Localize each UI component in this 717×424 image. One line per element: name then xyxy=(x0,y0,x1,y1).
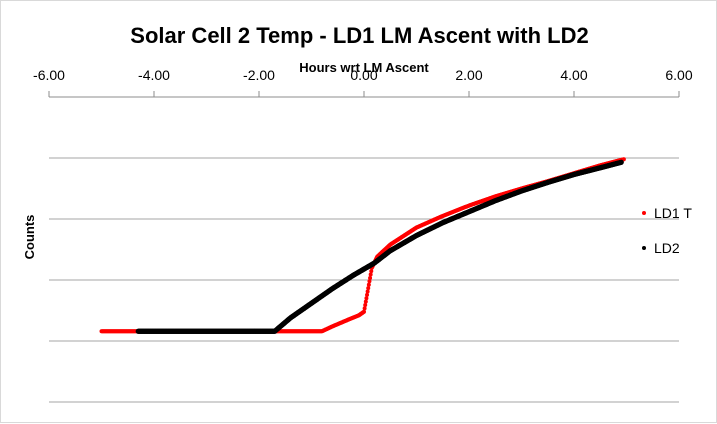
series-ld2 xyxy=(135,159,624,334)
data-series xyxy=(99,157,626,334)
data-point xyxy=(621,157,626,162)
chart-title: Solar Cell 2 Temp - LD1 LM Ascent with L… xyxy=(130,23,589,48)
x-tick-label: 0.00 xyxy=(350,67,377,83)
data-point xyxy=(364,296,369,301)
data-point xyxy=(365,292,370,297)
data-point xyxy=(362,306,367,311)
legend: LD1 T LD2 xyxy=(642,205,692,256)
data-point xyxy=(366,286,371,291)
x-tick-label: 2.00 xyxy=(455,67,482,83)
data-point xyxy=(363,302,368,307)
x-tick-label: -2.00 xyxy=(243,67,275,83)
data-point xyxy=(362,309,366,314)
legend-marker xyxy=(642,211,646,215)
data-point xyxy=(369,269,374,274)
data-point xyxy=(366,282,371,287)
data-point xyxy=(365,289,370,294)
data-point xyxy=(367,279,372,284)
gridlines xyxy=(49,157,679,403)
x-tick-label: -6.00 xyxy=(33,67,65,83)
x-tick-label: 6.00 xyxy=(665,67,692,83)
legend-marker xyxy=(642,246,646,250)
y-axis-title: Counts xyxy=(22,215,37,260)
legend-label: LD1 T xyxy=(654,205,692,221)
legend-label: LD2 xyxy=(654,240,680,256)
data-point xyxy=(368,275,373,280)
data-point xyxy=(368,272,373,277)
data-point xyxy=(363,299,368,304)
x-axis: -6.00 -4.00 -2.00 0.00 2.00 4.00 6.00 Hours wrt… xyxy=(22,60,693,259)
x-tick-label: -4.00 xyxy=(138,67,170,83)
x-tick-label: 4.00 xyxy=(560,67,587,83)
data-point xyxy=(618,159,624,165)
x-axis-title: Hours wrt LM Ascent xyxy=(299,60,429,75)
